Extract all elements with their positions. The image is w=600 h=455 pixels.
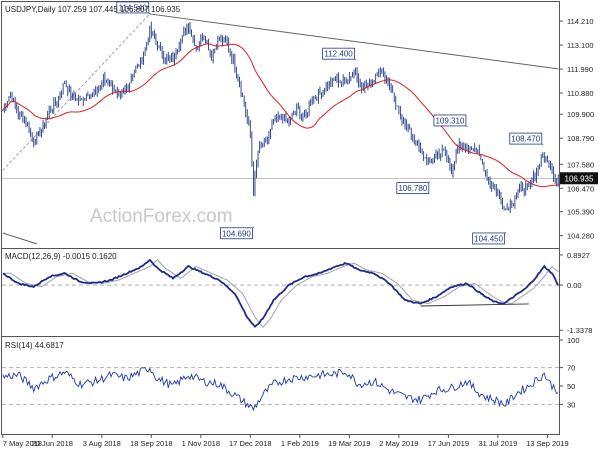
trendline <box>2 13 151 171</box>
annotation-label: 104.690 <box>222 229 251 238</box>
price-panel: 114.210 113.100 111.990 110.880 109.900 108.7… <box>2 1 598 245</box>
annotation-label: 114.540 <box>119 3 148 12</box>
watermark: ActionForex.com <box>90 206 233 227</box>
price-y-tick-label: 107.580 <box>567 160 594 169</box>
rsi-y-tick-label: 70 <box>567 364 575 373</box>
price-title: USDJPY,Daily 107.259 107.445 106.807 106… <box>5 5 181 14</box>
moving-average-line <box>2 43 559 188</box>
x-tick-label: 19 Mar 2019 <box>328 439 370 448</box>
x-tick-label: 7 May 2018 <box>3 439 42 448</box>
x-tick-label: 1 Nov 2018 <box>182 439 220 448</box>
annotation-label: 112.400 <box>324 50 353 59</box>
price-y-tick-label: 111.990 <box>567 65 593 74</box>
x-tick-label: 13 Sep 2019 <box>526 439 569 448</box>
x-tick-label: 3 Aug 2018 <box>83 439 121 448</box>
annotation-label: 108.470 <box>511 135 540 144</box>
trendline <box>2 232 37 245</box>
rsi-y-tick-label: 50 <box>567 382 575 391</box>
x-tick-label: 18 Sep 2018 <box>130 439 173 448</box>
annotation-label: 106.780 <box>398 184 427 193</box>
price-y-tick-label: 113.100 <box>567 41 594 50</box>
rsi-line <box>2 366 559 412</box>
rsi-panel: 100 70 50 30 <box>2 336 580 412</box>
annotation-box <box>509 132 543 145</box>
x-tick-label: 20 Jun 2018 <box>32 439 73 448</box>
rsi-y-tick-label: 30 <box>567 400 575 409</box>
trendline <box>149 13 559 70</box>
last-price-label: 106.935 <box>565 174 594 183</box>
x-tick-label: 31 Jul 2019 <box>478 439 517 448</box>
macd-y-tick-label: 0.8927 <box>567 251 590 260</box>
macd-y-tick-label: -1.3378 <box>567 326 592 335</box>
rsi-y-tick-label: 100 <box>567 336 580 345</box>
rsi-title: RSI(14) 44.6817 <box>5 341 64 350</box>
price-y-tick-label: 109.900 <box>567 110 594 119</box>
x-tick-label: 17 Dec 2018 <box>229 439 272 448</box>
price-y-tick-label: 106.470 <box>567 184 594 193</box>
macd-y-tick-label: 0.00 <box>567 281 582 290</box>
x-tick-label: 2 May 2019 <box>379 439 418 448</box>
annotation-box <box>472 232 506 245</box>
annotation-box <box>322 47 355 60</box>
annotation-box <box>433 114 467 127</box>
macd-support-line <box>420 303 529 307</box>
price-y-tick-label: 105.390 <box>567 208 594 217</box>
annotation-box <box>220 227 253 240</box>
x-tick-label: 17 Jun 2019 <box>428 439 469 448</box>
annotation-label: 104.450 <box>474 234 503 243</box>
price-y-tick-label: 114.210 <box>567 17 594 26</box>
last-price-tag <box>560 172 598 185</box>
macd-line <box>2 258 559 328</box>
annotation-box <box>116 1 150 14</box>
annotation-label: 109.310 <box>435 116 464 125</box>
macd-panel: 0.8927 0.00 -1.3378 <box>2 251 592 335</box>
price-y-tick-label: 104.280 <box>567 232 594 241</box>
price-y-tick-label: 108.790 <box>567 134 594 143</box>
x-tick-label: 1 Feb 2019 <box>281 439 319 448</box>
macd-title: MACD(12,26,9) -0.0015 0.1620 <box>5 252 117 261</box>
price-y-tick-label: 110.880 <box>567 89 594 98</box>
annotation-box <box>396 182 430 195</box>
